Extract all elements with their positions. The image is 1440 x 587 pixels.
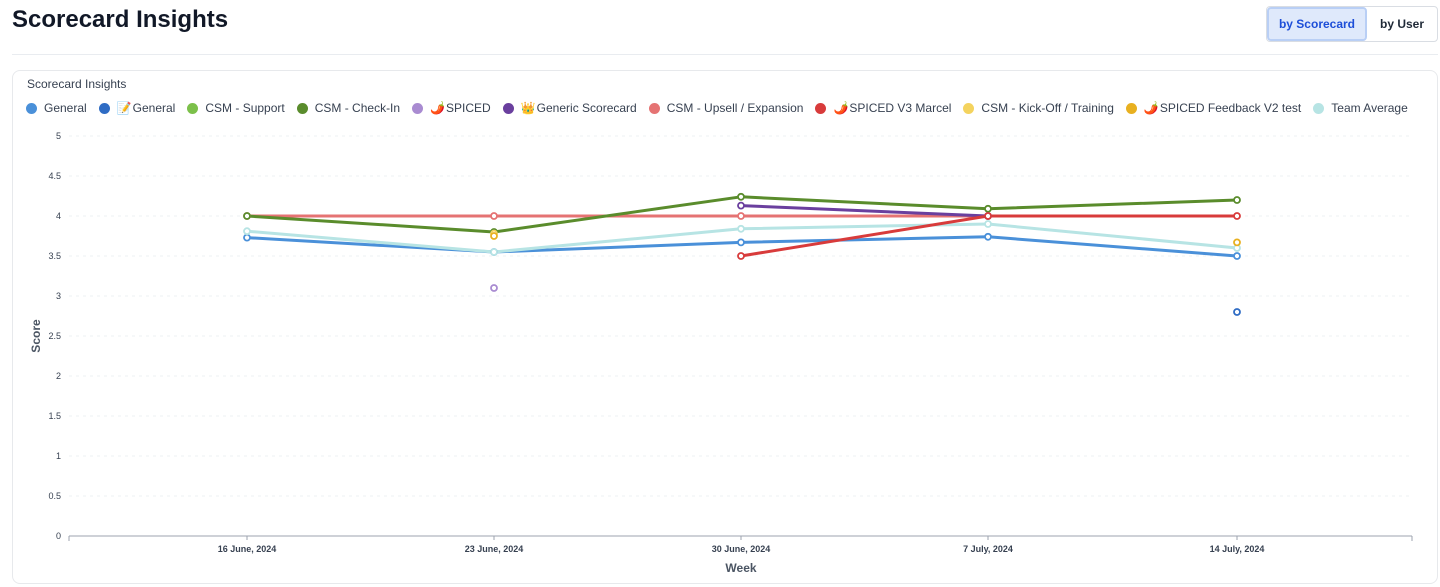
legend-label: SPICED V3 Marcel [849, 101, 952, 115]
legend-marker-icon [98, 102, 110, 114]
data-point [737, 192, 745, 201]
legend-emoji: 🌶️ [430, 101, 446, 115]
legend-label: Team Average [1331, 101, 1408, 115]
x-tick-label: 16 June, 2024 [218, 544, 277, 554]
data-point [243, 233, 251, 242]
data-point [737, 238, 745, 247]
chart-card-title: Scorecard Insights [27, 77, 127, 91]
by-user-button[interactable]: by User [1367, 7, 1437, 41]
y-tick-label: 2 [56, 371, 61, 381]
data-point [737, 201, 745, 210]
x-tick-label: 14 July, 2024 [1210, 544, 1265, 554]
data-point [1233, 238, 1241, 247]
data-point [984, 204, 992, 213]
chart-legend: General 📝 General CSM - Support CSM - Check-… [26, 100, 1426, 116]
data-point [984, 220, 992, 228]
x-tick-label: 7 July, 2024 [963, 544, 1013, 554]
data-point [490, 284, 498, 292]
legend-label: CSM - Support [205, 101, 285, 115]
data-point [1233, 212, 1241, 220]
legend-label: SPICED [446, 101, 491, 115]
page-title: Scorecard Insights [12, 6, 229, 33]
legend-item[interactable]: CSM - Kick-Off / Training [963, 101, 1114, 115]
legend-marker-icon [502, 102, 514, 114]
y-tick-label: 0.5 [48, 491, 61, 501]
legend-marker-icon [412, 102, 424, 114]
y-tick-label: 4 [56, 211, 61, 221]
data-point [243, 212, 251, 220]
legend-item[interactable]: 🌶️ SPICED Feedback V2 test [1125, 101, 1302, 115]
legend-item[interactable]: 📝 General [98, 101, 176, 115]
legend-marker-icon [1313, 102, 1325, 114]
y-tick-label: 1.5 [48, 411, 61, 421]
legend-label: SPICED Feedback V2 test [1159, 101, 1302, 115]
legend-marker-icon [296, 102, 308, 114]
legend-item[interactable]: Team Average [1313, 101, 1408, 115]
data-point [984, 212, 992, 220]
legend-marker-icon [1125, 102, 1137, 114]
y-tick-label: 1 [56, 451, 61, 461]
data-point [737, 224, 745, 233]
y-tick-label: 0 [56, 531, 61, 541]
data-point [984, 232, 992, 241]
data-point [1233, 252, 1241, 260]
data-point [490, 248, 498, 256]
x-axis-title: Week [725, 561, 756, 575]
legend-item[interactable]: CSM - Support [187, 101, 285, 115]
y-tick-label: 3 [56, 291, 61, 301]
data-point [243, 227, 251, 236]
legend-marker-icon [648, 102, 660, 114]
data-point [737, 252, 745, 260]
legend-label: General [132, 101, 176, 115]
y-tick-label: 5 [56, 131, 61, 141]
legend-label: General [44, 101, 87, 115]
legend-item[interactable]: CSM - Upsell / Expansion [648, 101, 804, 115]
data-point [490, 212, 498, 220]
legend-item[interactable]: General [26, 101, 87, 115]
y-tick-label: 4.5 [48, 171, 61, 181]
legend-label: CSM - Check-In [314, 101, 401, 115]
data-point [490, 232, 498, 240]
legend-label: CSM - Kick-Off / Training [981, 101, 1114, 115]
legend-marker-icon [815, 102, 827, 114]
legend-marker-icon [963, 102, 975, 114]
data-point [737, 212, 745, 220]
view-toggle: by Scorecard by User [1266, 6, 1438, 42]
legend-item[interactable]: 👑 Generic Scorecard [502, 101, 637, 115]
y-tick-label: 2.5 [48, 331, 61, 341]
data-point [1233, 196, 1241, 204]
y-tick-label: 3.5 [48, 251, 61, 261]
legend-item[interactable]: 🌶️ SPICED V3 Marcel [815, 101, 951, 115]
series-line [739, 204, 990, 218]
x-tick-label: 30 June, 2024 [712, 544, 771, 554]
legend-label: CSM - Upsell / Expansion [666, 101, 804, 115]
x-tick-label: 23 June, 2024 [465, 544, 524, 554]
chart-card [12, 70, 1438, 584]
legend-item[interactable]: CSM - Check-In [296, 101, 401, 115]
legend-label: Generic Scorecard [536, 101, 637, 115]
legend-marker-icon [26, 102, 37, 114]
line-chart: 0 0.5 1 1.5 2 2.5 3 3.5 4 4.5 5 16 June, 2024 23 Jun… [29, 131, 1413, 575]
by-scorecard-button[interactable]: by Scorecard [1267, 7, 1367, 41]
legend-item[interactable]: 🌶️ SPICED [412, 101, 491, 115]
data-point [1233, 308, 1241, 316]
legend-emoji: 📝 [116, 101, 132, 115]
legend-emoji: 🌶️ [1143, 101, 1159, 115]
legend-emoji: 👑 [520, 101, 536, 115]
legend-emoji: 🌶️ [833, 101, 849, 115]
y-axis-title: Score [29, 319, 43, 353]
header-divider [12, 54, 1438, 55]
legend-marker-icon [187, 102, 199, 114]
